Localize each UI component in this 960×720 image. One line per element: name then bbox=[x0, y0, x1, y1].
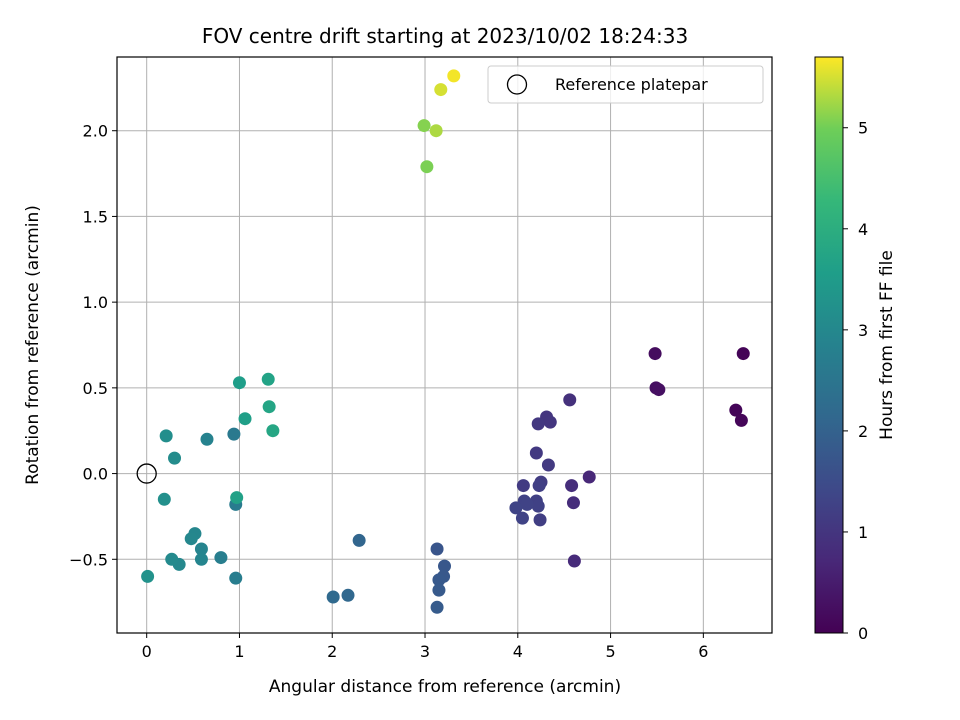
data-point bbox=[261, 372, 275, 386]
data-point bbox=[567, 554, 581, 568]
x-tick-label: 1 bbox=[234, 642, 244, 661]
data-point bbox=[159, 429, 173, 443]
x-tick-label: 6 bbox=[698, 642, 708, 661]
x-tick-label: 3 bbox=[420, 642, 430, 661]
x-axis-label: Angular distance from reference (arcmin) bbox=[269, 677, 621, 697]
data-point bbox=[516, 479, 530, 493]
y-tick-label: 1.5 bbox=[83, 207, 108, 226]
y-tick-label: 0.5 bbox=[83, 379, 108, 398]
data-point bbox=[734, 413, 748, 427]
data-point bbox=[230, 491, 244, 505]
data-point bbox=[238, 412, 252, 426]
x-tick-label: 0 bbox=[142, 642, 152, 661]
data-point bbox=[262, 400, 276, 414]
data-point bbox=[432, 583, 446, 597]
data-point bbox=[157, 492, 171, 506]
colorbar-ticks: 0 1 2 3 4 5 bbox=[843, 119, 868, 643]
data-point bbox=[438, 559, 451, 573]
colorbar-tick-label: 3 bbox=[858, 321, 868, 340]
y-tick-label: −0.5 bbox=[69, 550, 108, 569]
x-axis-ticks: 0 1 2 3 4 5 6 bbox=[142, 633, 708, 661]
chart-title: FOV centre drift starting at 2023/10/02 … bbox=[202, 24, 688, 48]
data-point bbox=[227, 427, 241, 441]
data-point bbox=[541, 458, 555, 472]
data-point bbox=[515, 511, 529, 525]
data-point bbox=[430, 600, 444, 614]
data-point bbox=[432, 573, 446, 587]
data-point bbox=[194, 552, 208, 566]
data-point bbox=[184, 532, 198, 546]
legend-box bbox=[487, 65, 764, 104]
y-tick-label: 2.0 bbox=[83, 122, 108, 141]
data-point bbox=[165, 552, 179, 566]
y-axis-ticks: −0.5 0.0 0.5 1.0 1.5 2.0 bbox=[69, 122, 117, 569]
data-point bbox=[648, 347, 662, 361]
data-point bbox=[434, 83, 448, 97]
data-point bbox=[529, 446, 543, 460]
plot-area bbox=[117, 57, 772, 633]
colorbar-tick-label: 5 bbox=[858, 119, 868, 138]
data-point bbox=[168, 451, 182, 465]
data-point bbox=[232, 376, 246, 390]
data-point bbox=[420, 160, 434, 174]
y-tick-label: 1.0 bbox=[83, 293, 108, 312]
data-point bbox=[736, 347, 750, 361]
data-point bbox=[266, 424, 280, 438]
data-point bbox=[200, 432, 214, 446]
colorbar-tick-label: 4 bbox=[858, 220, 868, 239]
data-point bbox=[417, 119, 431, 133]
x-tick-label: 5 bbox=[605, 642, 615, 661]
data-point bbox=[326, 590, 340, 604]
colorbar-frame bbox=[814, 56, 844, 634]
colorbar-tick-label: 0 bbox=[858, 624, 868, 643]
reference-marker bbox=[136, 463, 157, 484]
colorbar: 0 1 2 3 4 5 Hours from first FF file bbox=[814, 56, 897, 643]
data-point bbox=[652, 383, 666, 397]
legend-reference-marker-icon bbox=[506, 74, 528, 95]
legend-entry-label: Reference platepar bbox=[555, 75, 708, 94]
data-point bbox=[509, 501, 523, 515]
data-point bbox=[430, 542, 444, 556]
legend: Reference platepar bbox=[487, 65, 764, 104]
y-axis-label: Rotation from reference (arcmin) bbox=[23, 205, 43, 485]
colorbar-label: Hours from first FF file bbox=[877, 250, 897, 440]
data-point bbox=[429, 124, 443, 138]
data-point bbox=[194, 542, 208, 556]
data-point bbox=[520, 497, 534, 511]
data-point bbox=[582, 470, 596, 484]
x-tick-label: 4 bbox=[513, 642, 523, 661]
data-point bbox=[214, 551, 228, 565]
data-point bbox=[352, 533, 366, 547]
data-point bbox=[565, 479, 579, 493]
data-point bbox=[532, 479, 546, 493]
y-tick-label: 0.0 bbox=[83, 465, 108, 484]
data-point bbox=[566, 496, 580, 510]
colorbar-gradient bbox=[815, 57, 843, 633]
data-point bbox=[543, 415, 557, 429]
data-point bbox=[341, 588, 355, 602]
reference-platepar-marker bbox=[136, 463, 157, 484]
data-point bbox=[141, 569, 155, 583]
data-point bbox=[531, 417, 545, 431]
data-point bbox=[563, 393, 577, 407]
colorbar-tick-label: 2 bbox=[858, 422, 868, 441]
data-point bbox=[531, 499, 545, 513]
data-point bbox=[729, 403, 743, 417]
data-point bbox=[229, 571, 243, 585]
data-point bbox=[533, 513, 547, 527]
x-tick-label: 2 bbox=[327, 642, 337, 661]
plot-frame bbox=[116, 56, 773, 634]
data-points bbox=[141, 69, 750, 614]
data-point bbox=[447, 69, 461, 83]
colorbar-tick-label: 1 bbox=[858, 523, 868, 542]
